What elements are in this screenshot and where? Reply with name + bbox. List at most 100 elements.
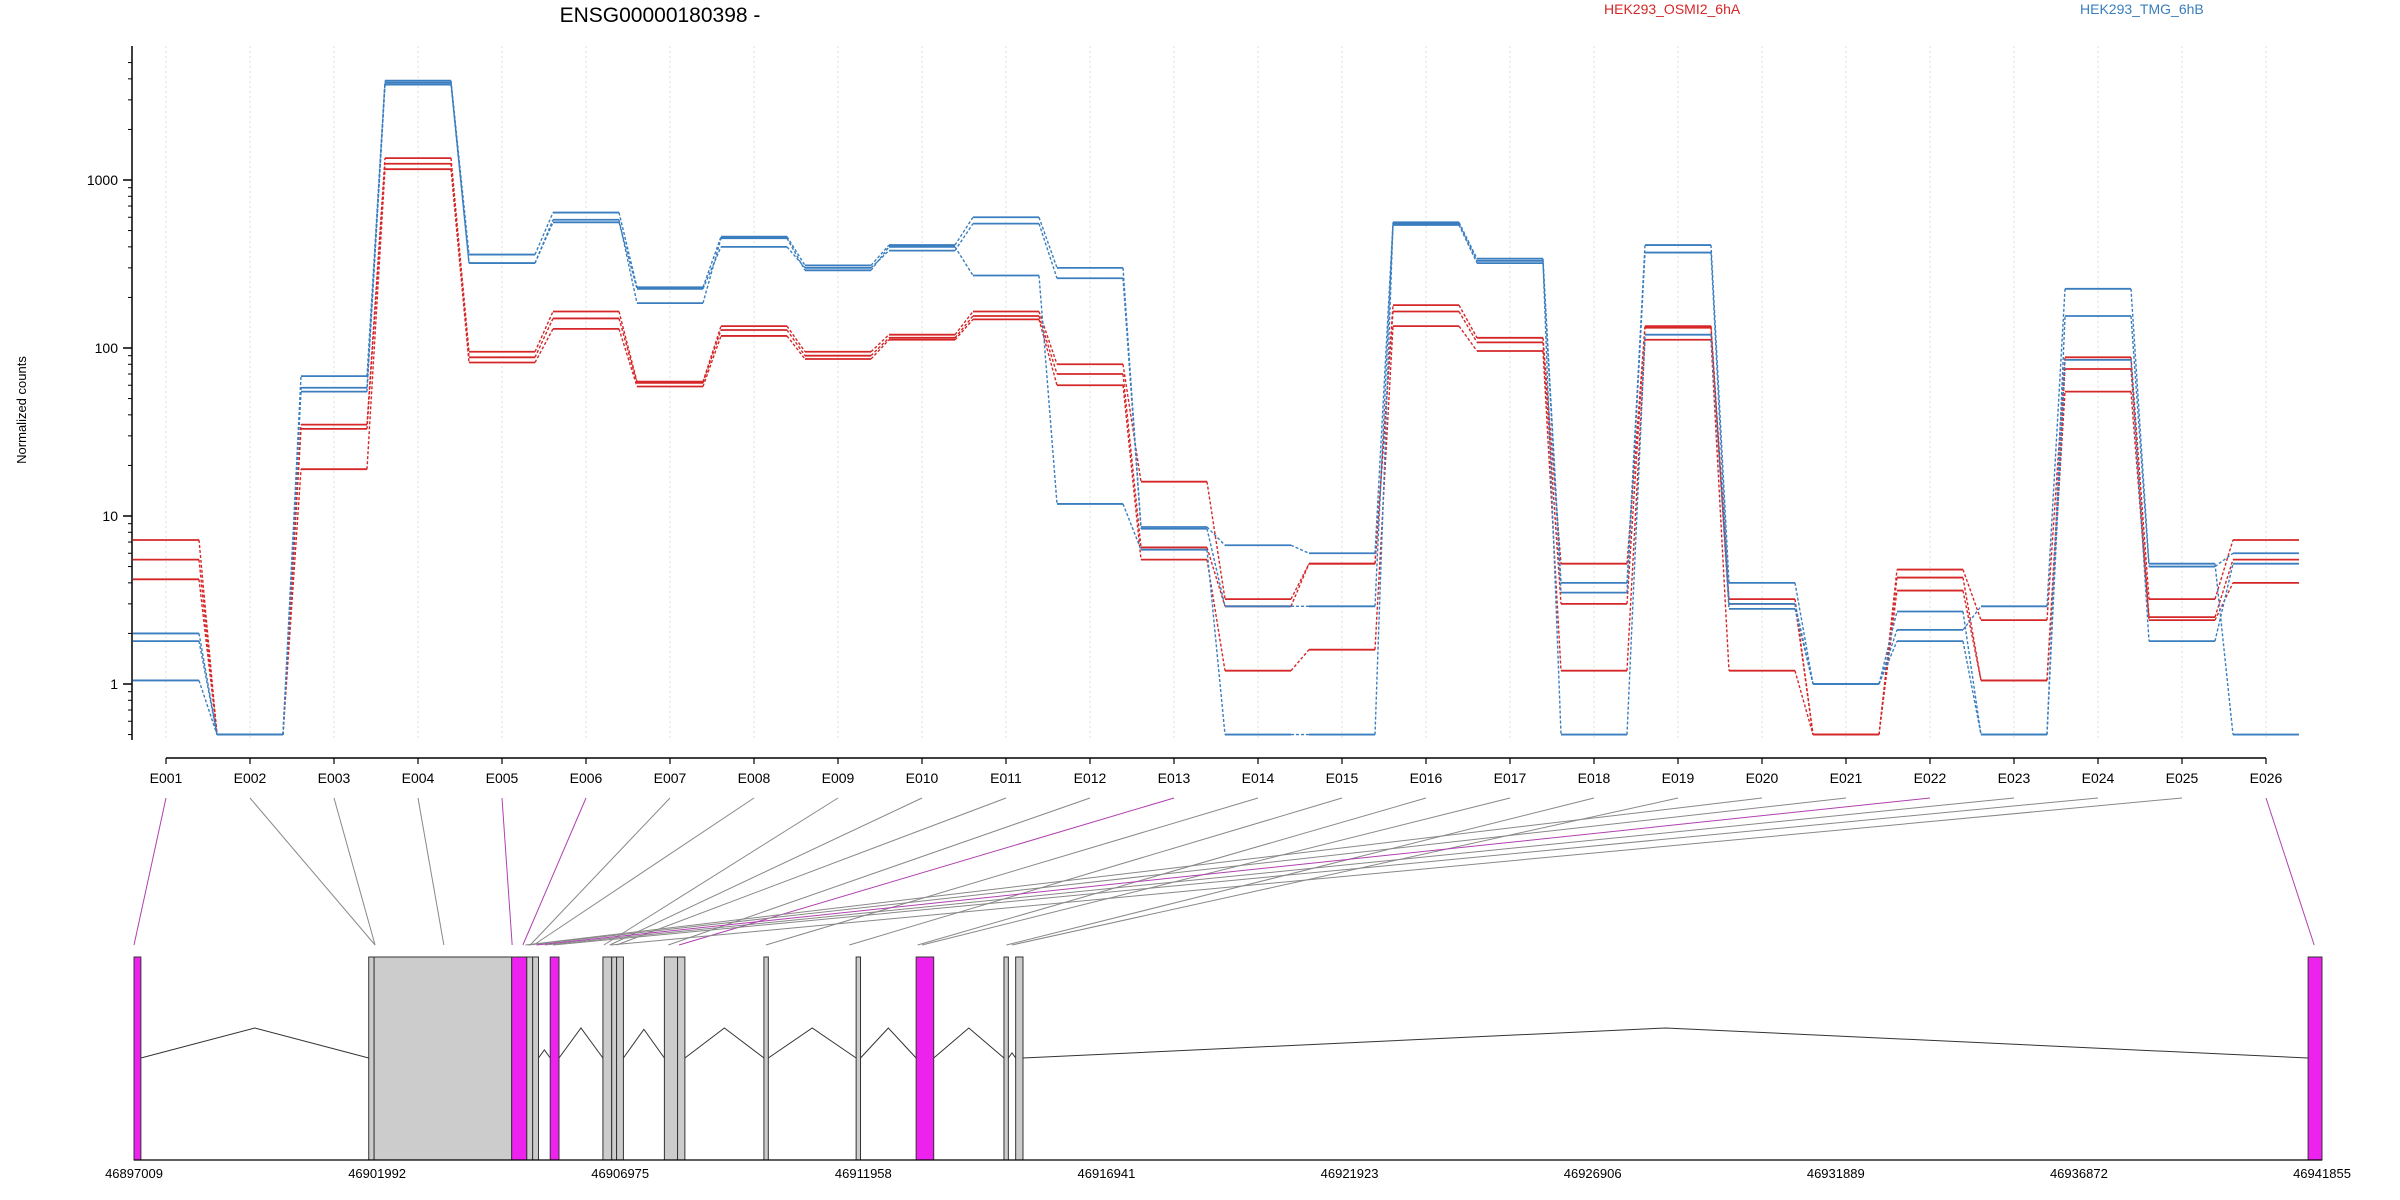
series-3-connector: [1962, 590, 1982, 681]
series-2-connector: [534, 318, 554, 358]
series-4-connector: [702, 236, 722, 288]
series-6-connector: [2130, 359, 2150, 642]
exon-box-11: [663, 956, 679, 1161]
series-3-connector: [282, 469, 302, 735]
mapping-line-e001: [133, 797, 167, 946]
series-4-connector: [1794, 582, 1814, 685]
coord-label: 46906975: [591, 1166, 649, 1181]
legend: HEK293_OSMI2_6hA HEK293_TMG_6hB: [1604, 1, 2204, 17]
legend-entry-osmi2: HEK293_OSMI2_6hA: [1604, 1, 1741, 17]
x-tick-label-e001: E001: [150, 770, 183, 786]
series-3-connector: [1206, 559, 1226, 671]
coord-label: 46911958: [835, 1166, 892, 1181]
y-axis: 1 10 100 1000: [87, 46, 133, 740]
y-tick-label: 100: [95, 340, 119, 356]
y-tick-label: 1: [110, 676, 118, 692]
series-1-connector: [198, 539, 218, 735]
intron-line: [768, 1027, 857, 1059]
series-6-connector: [366, 82, 386, 388]
series-2-connector: [1962, 577, 1982, 681]
series-5-connector: [618, 222, 638, 290]
series-2-connector: [1122, 373, 1142, 548]
coord-label: 46897009: [105, 1166, 163, 1181]
x-tick-label-e009: E009: [822, 770, 855, 786]
series-6-connector: [198, 680, 218, 735]
mapping-line-e020: [525, 797, 1763, 946]
series-3-connector: [1122, 385, 1142, 560]
series-3-connector: [618, 328, 638, 387]
series-4-connector: [1038, 217, 1058, 269]
x-tick-label-e015: E015: [1326, 770, 1359, 786]
mapping-line-e019: [1011, 797, 1679, 946]
series-1-connector: [870, 334, 890, 353]
series-5-connector: [1038, 223, 1058, 279]
y-tick-label: 10: [102, 508, 118, 524]
exon-box-18: [2307, 956, 2323, 1161]
exon-box-9: [611, 956, 618, 1161]
series-1-connector: [1038, 311, 1058, 365]
series-3-connector: [2130, 391, 2150, 621]
series-3-connector: [870, 339, 890, 360]
exon-box-13: [763, 956, 769, 1161]
mapping-line-e004: [417, 797, 445, 946]
exon-box-15: [915, 956, 935, 1161]
x-tick-label-e012: E012: [1074, 770, 1107, 786]
series-6-connector: [1458, 223, 1478, 262]
mapping-line-e011: [616, 797, 1007, 946]
x-tick-label-e002: E002: [234, 770, 267, 786]
mapping-line-e009: [603, 797, 839, 946]
series-5-connector: [1206, 528, 1226, 607]
x-tick-label-e013: E013: [1158, 770, 1191, 786]
mapping-line-e002: [249, 797, 376, 946]
vertical-gridlines: [165, 46, 2267, 740]
x-tick-label-e026: E026: [2250, 770, 2283, 786]
exon-box-5: [526, 956, 534, 1161]
series-2-connector: [786, 329, 806, 357]
series-3-connector: [1710, 339, 1730, 671]
series-2-connector: [618, 318, 638, 384]
series-6-connector: [702, 238, 722, 304]
mapping-line-e013: [678, 797, 1175, 946]
series-6-connector: [618, 219, 638, 304]
x-tick-label-e019: E019: [1662, 770, 1695, 786]
series-2-connector: [1542, 342, 1562, 604]
mapping-line-e012: [668, 797, 1091, 946]
series-6-connector: [786, 237, 806, 271]
series-2-connector: [1794, 603, 1814, 735]
series-6-connector: [1794, 608, 1814, 685]
intron-line: [622, 1028, 665, 1059]
series-2-connector: [702, 329, 722, 384]
series-3-connector: [1458, 325, 1478, 352]
series-5-connector: [1122, 278, 1142, 529]
series-4-connector: [2214, 563, 2234, 735]
series-1-connector: [1794, 599, 1814, 735]
series-1-connector: [618, 311, 638, 382]
x-tick-label-e022: E022: [1914, 770, 1947, 786]
coord-label: 46931889: [1807, 1166, 1865, 1181]
series-4-connector: [2130, 288, 2150, 564]
mapping-line-e022: [536, 797, 1931, 946]
intron-line: [140, 1027, 369, 1059]
series-5-connector: [702, 246, 722, 290]
x-tick-label-e020: E020: [1746, 770, 1779, 786]
series-1-connector: [1542, 337, 1562, 564]
coord-label: 46941855: [2293, 1166, 2351, 1181]
mapping-line-e006: [522, 797, 587, 946]
coord-label: 46921923: [1321, 1166, 1379, 1181]
mapping-line-e023: [544, 797, 2015, 946]
series-2-connector: [2214, 559, 2234, 618]
intron-line: [538, 1048, 551, 1059]
series-5-connector: [1878, 640, 1898, 685]
x-tick-label-e008: E008: [738, 770, 771, 786]
series-4-connector: [1878, 629, 1898, 685]
series-2-connector: [1374, 311, 1394, 564]
series-1-connector: [1290, 563, 1310, 600]
series-5-connector: [2130, 315, 2150, 567]
x-tick-label-e021: E021: [1830, 770, 1863, 786]
coord-label: 46936872: [2050, 1166, 2108, 1181]
exon-box-12: [677, 956, 686, 1161]
intron-line: [860, 1027, 917, 1059]
series-5-connector: [1374, 224, 1394, 607]
series-5-connector: [870, 250, 890, 269]
